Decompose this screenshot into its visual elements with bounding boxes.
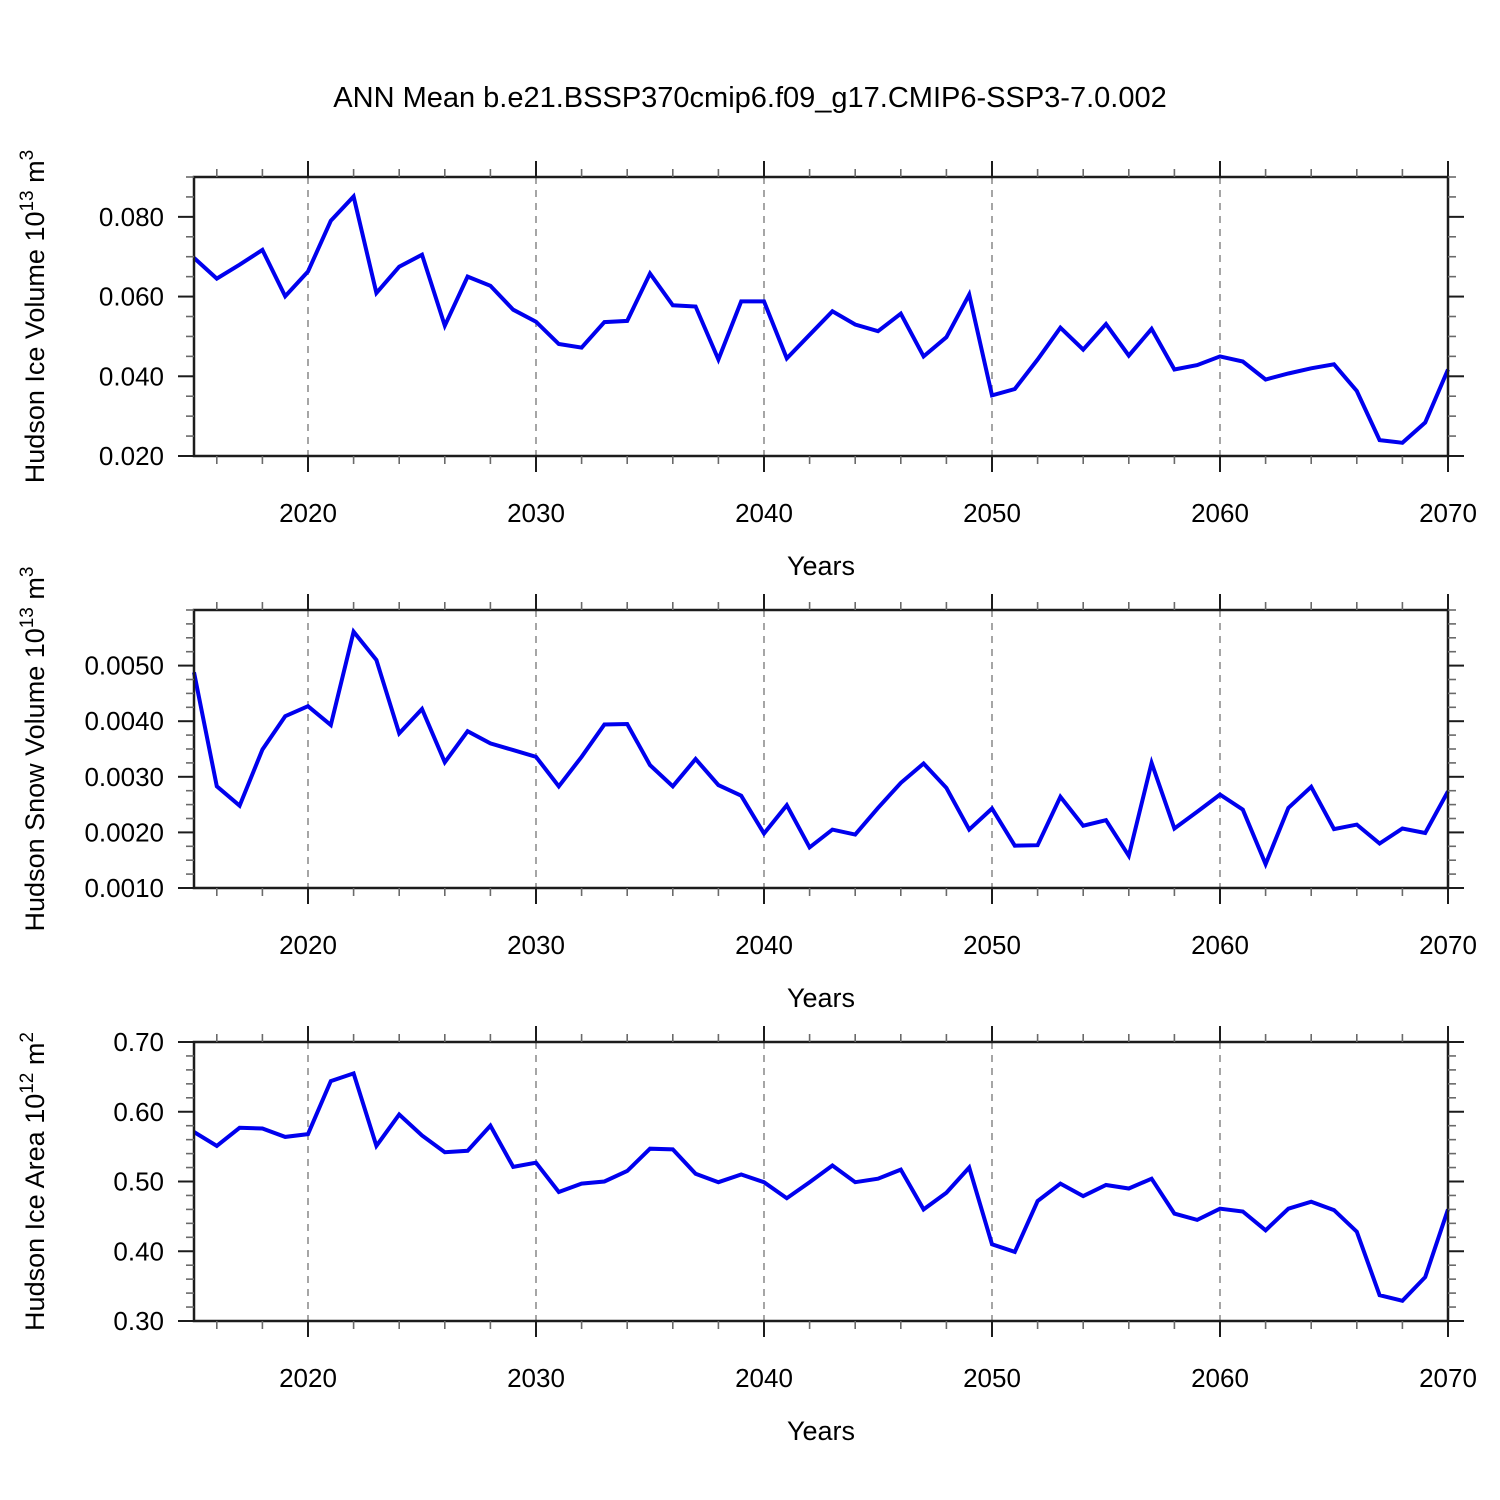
y-axis-title-text: Hudson Snow Volume 10: [20, 628, 50, 931]
x-tick-label: 2040: [735, 930, 793, 960]
page-title: ANN Mean b.e21.BSSP370cmip6.f09_g17.CMIP…: [333, 82, 1167, 114]
x-tick-label: 2060: [1191, 498, 1249, 528]
x-axis-title: Years: [787, 1416, 855, 1446]
y-tick-label: 0.40: [113, 1236, 164, 1266]
y-tick-label: 0.0030: [84, 762, 164, 792]
x-tick-label: 2070: [1419, 930, 1477, 960]
x-tick-label: 2030: [507, 498, 565, 528]
plot-frame: [192, 175, 1450, 458]
x-tick-label: 2060: [1191, 1363, 1249, 1393]
y-tick-label: 0.040: [99, 361, 164, 391]
y-axis-title-text: Hudson Ice Volume 10: [20, 212, 50, 484]
series-line-hudson-ice-volume: [192, 192, 1450, 445]
y-tick-label: 0.0040: [84, 706, 164, 736]
y-axis-title: Hudson Snow Volume 1013 m3: [17, 567, 50, 932]
x-tick-label: 2020: [279, 1363, 337, 1393]
y-axis-title-text: m: [20, 1043, 50, 1073]
x-tick-label: 2040: [735, 1363, 793, 1393]
x-tick-label: 2050: [963, 930, 1021, 960]
y-tick-label: 0.0020: [84, 817, 164, 847]
x-axis-title: Years: [787, 983, 855, 1013]
y-axis-title-superscript: 12: [17, 1073, 38, 1094]
y-axis-title-superscript: 13: [17, 190, 38, 211]
plot-frame: [192, 1040, 1450, 1323]
y-tick-label: 0.50: [113, 1167, 164, 1197]
x-tick-label: 2070: [1419, 498, 1477, 528]
x-tick-label: 2030: [507, 1363, 565, 1393]
y-tick-label: 0.080: [99, 202, 164, 232]
y-axis-title-superscript: 13: [17, 607, 38, 628]
panel-hudson-snow-volume: 2020 2030 2040 2050 2060 2070 0.0010 0.0020 0.00…: [17, 567, 1477, 1013]
x-tick-label: 2020: [279, 930, 337, 960]
y-axis-title-superscript: 3: [17, 567, 38, 578]
y-tick-label: 0.0010: [84, 873, 164, 903]
panel-hudson-ice-area: 2020 2030 2040 2050 2060 2070 0.30 0.40 0.50 0.60…: [17, 1026, 1477, 1446]
y-tick-label: 0.70: [113, 1027, 164, 1057]
series-line-hudson-snow-volume: [192, 627, 1450, 870]
y-tick-label: 0.060: [99, 282, 164, 312]
y-axis-title-superscript: 2: [17, 1032, 38, 1043]
y-tick-label: 0.020: [99, 441, 164, 471]
x-tick-label: 2020: [279, 498, 337, 528]
y-axis-title-text: m: [20, 577, 50, 607]
y-axis-title-text: Hudson Ice Area 10: [20, 1094, 50, 1331]
y-tick-label: 0.60: [113, 1097, 164, 1127]
y-axis-title-text: m: [20, 160, 50, 190]
x-tick-label: 2070: [1419, 1363, 1477, 1393]
x-tick-label: 2050: [963, 498, 1021, 528]
x-tick-label: 2030: [507, 930, 565, 960]
y-axis-title-superscript: 3: [17, 150, 38, 161]
y-tick-label: 0.0050: [84, 651, 164, 681]
series-line-hudson-ice-area: [192, 1070, 1450, 1304]
y-axis-title: Hudson Ice Volume 1013 m3: [17, 150, 50, 483]
y-tick-label: 0.30: [113, 1306, 164, 1336]
x-tick-label: 2050: [963, 1363, 1021, 1393]
x-tick-label: 2040: [735, 498, 793, 528]
y-axis-title: Hudson Ice Area 1012 m2: [17, 1032, 50, 1331]
x-tick-label: 2060: [1191, 930, 1249, 960]
panel-hudson-ice-volume: 2020 2030 2040 2050 2060 2070 0.020 0.040 0.060 0…: [17, 150, 1477, 581]
x-axis-title: Years: [787, 551, 855, 581]
